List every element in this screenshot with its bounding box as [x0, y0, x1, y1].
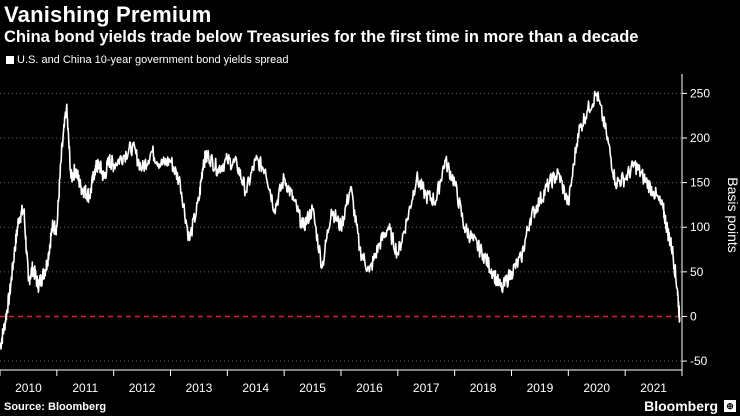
y-tick-label: 200	[690, 131, 710, 145]
series-layer	[0, 90, 681, 350]
x-tick-label: 2012	[129, 381, 156, 395]
brand-logo: Bloomberg	[644, 398, 718, 414]
y-tick-label: 0	[690, 309, 697, 323]
x-tick-label: 2015	[299, 381, 326, 395]
x-tick-label: 2014	[242, 381, 269, 395]
legend-label: U.S. and China 10-year government bond y…	[17, 54, 289, 66]
x-tick-label: 2017	[413, 381, 440, 395]
x-tick-label: 2020	[583, 381, 610, 395]
x-tick-label: 2019	[527, 381, 554, 395]
x-tick-label: 2016	[356, 381, 383, 395]
y-tick-label: 250	[690, 86, 710, 100]
y-tick-label: 100	[690, 220, 710, 234]
y-tick-label: -50	[690, 354, 708, 368]
x-tick-label: 2010	[15, 381, 42, 395]
series-line	[0, 90, 681, 350]
y-tick-label: 150	[690, 176, 710, 190]
x-tick-label: 2018	[470, 381, 497, 395]
brand-icon: ⊕	[724, 400, 736, 412]
legend-swatch	[6, 56, 14, 64]
chart-subtitle: China bond yields trade below Treasuries…	[4, 28, 639, 46]
x-tick-label: 2011	[72, 381, 98, 395]
axis-layer: 250 200 150 100 50 0 -50 2010 2011 2012 2013 2014 20…	[0, 74, 740, 395]
y-axis-title: Basis points	[725, 177, 740, 252]
legend: U.S. and China 10-year government bond y…	[6, 54, 289, 66]
x-tick-label: 2013	[186, 381, 213, 395]
source-note: Source: Bloomberg	[4, 401, 107, 413]
x-tick-label: 2021	[640, 381, 667, 395]
y-tick-label: 50	[690, 265, 704, 279]
chart-title: Vanishing Premium	[4, 2, 212, 27]
